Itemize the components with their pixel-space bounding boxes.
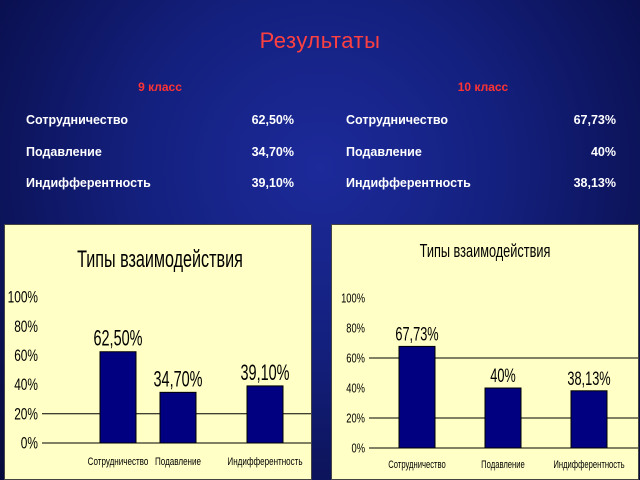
- row-value: 62,50%: [251, 113, 294, 127]
- data-label: 62,50%: [94, 326, 143, 351]
- chart-10: Типы взаимодействия 0% 20% 40% 60% 80% 100% 67,…: [341, 241, 638, 471]
- row-value: 67,73%: [573, 113, 616, 127]
- data-label: 39,10%: [241, 360, 290, 385]
- bar: [99, 351, 137, 444]
- row-value: 40%: [590, 145, 616, 159]
- bar: [570, 390, 608, 449]
- y-tick-label: 80%: [346, 322, 365, 336]
- chart-panel-10: Типы взаимодействия 0% 20% 40% 60% 80% 100% 67,…: [331, 224, 639, 480]
- bar: [398, 345, 436, 449]
- row-label: Сотрудничество: [26, 113, 129, 127]
- row-value: 38,13%: [573, 176, 616, 190]
- row-label: Индифферентность: [346, 176, 471, 190]
- category-label: Индифферентность: [553, 459, 624, 471]
- data-label: 34,70%: [154, 366, 203, 391]
- row-label: Сотрудничество: [346, 113, 449, 127]
- chart-panel-9: Типы взаимодействия 0% 20% 40% 60% 80% 100% 62,…: [4, 224, 312, 480]
- y-tick-label: 60%: [14, 347, 38, 365]
- chart-9: Типы взаимодействия 0% 20% 40% 60% 80% 100% 62,…: [8, 247, 311, 469]
- bar: [246, 385, 284, 444]
- y-tick-label: 60%: [346, 352, 365, 366]
- y-tick-label: 0%: [351, 442, 365, 456]
- data-label: 40%: [490, 365, 516, 386]
- chart-title: Типы взаимодействия: [77, 247, 243, 273]
- row-value: 39,10%: [251, 176, 294, 190]
- row-value: 34,70%: [251, 145, 294, 159]
- page-title: Результаты: [259, 28, 381, 53]
- y-tick-label: 100%: [341, 292, 365, 306]
- chart-title: Типы взаимодействия: [420, 241, 551, 262]
- y-tick-label: 80%: [14, 318, 38, 336]
- data-label: 38,13%: [567, 368, 611, 389]
- category-label: Сотрудничество: [88, 456, 149, 469]
- row-label: Подавление: [26, 145, 102, 159]
- bar: [484, 387, 522, 449]
- y-tick-label: 20%: [14, 406, 38, 424]
- y-tick-label: 20%: [346, 412, 365, 426]
- bar: [159, 391, 197, 444]
- row-label: Подавление: [346, 145, 422, 159]
- row-label: Индифферентность: [26, 176, 151, 190]
- data-label: 67,73%: [395, 324, 439, 345]
- y-tick-label: 40%: [14, 376, 38, 394]
- y-tick-label: 100%: [8, 289, 38, 307]
- category-label: Подавление: [155, 456, 201, 469]
- category-label: Подавление: [481, 459, 525, 471]
- y-tick-label: 0%: [21, 435, 38, 453]
- group-heading-10: 10 класс: [457, 80, 509, 94]
- category-label: Сотрудничество: [388, 459, 446, 471]
- group-heading-9: 9 класс: [138, 80, 182, 94]
- y-tick-label: 40%: [346, 382, 365, 396]
- category-label: Индифферентность: [227, 456, 302, 469]
